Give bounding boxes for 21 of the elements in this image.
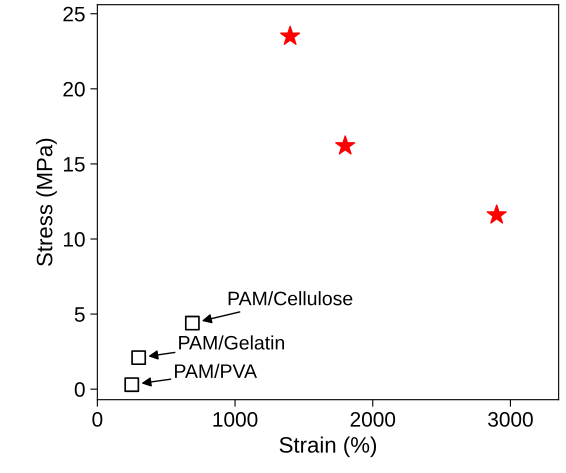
x-tick-label: 2000 (350, 412, 396, 427)
annotation: PAM/Gelatin (179, 335, 284, 350)
annotation: PAM/Cellulose (228, 291, 352, 306)
y-tick-label: 0 (74, 382, 85, 397)
y-axis-title: Stress (MPa) (36, 138, 57, 266)
y-tick-label: 5 (74, 307, 85, 322)
point (280, 26, 300, 45)
point (184, 316, 200, 331)
point (486, 204, 507, 224)
point (124, 377, 140, 392)
x-tick-label: 3000 (488, 412, 533, 427)
y-tick-label: 15 (64, 157, 85, 172)
y-tick-label: 10 (64, 232, 85, 247)
x-axis-title: Strain (%) (280, 436, 376, 458)
x-tick-label: 1000 (213, 412, 258, 427)
y-tick-label: 25 (63, 6, 85, 22)
point (335, 135, 356, 155)
annotation: PAM/PVA (175, 364, 257, 378)
y-tick-label: 20 (63, 82, 85, 97)
point (131, 350, 146, 366)
x-tick-label: 0 (92, 412, 102, 427)
